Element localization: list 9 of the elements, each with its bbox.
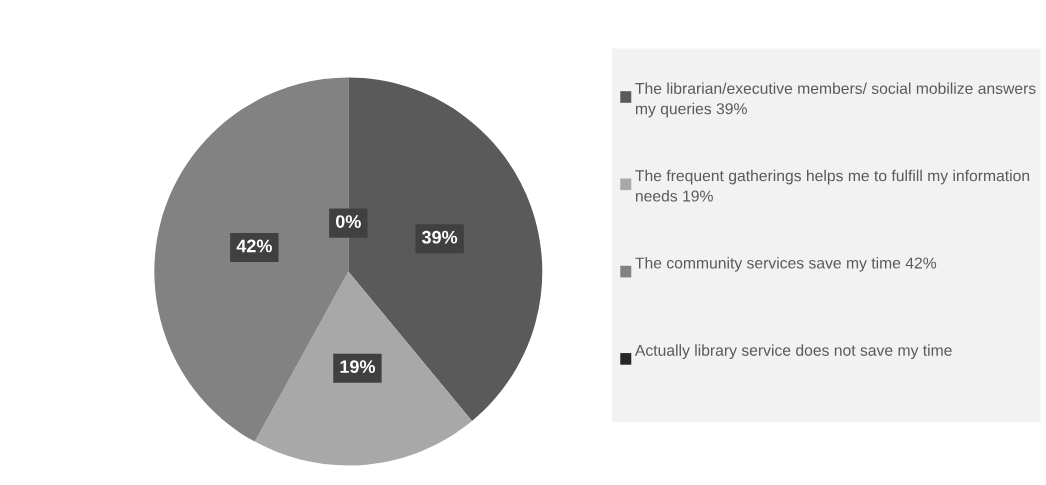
data-label: 19% xyxy=(340,360,376,374)
legend-label: Actually library service does not save my time xyxy=(634,344,952,359)
text: 0% xyxy=(335,215,361,228)
legend-label: The librarian/executive members/ social mobilize answers my queries 39% xyxy=(635,82,1036,118)
legend-label: The frequent gatherings helps me to fulfill my information needs 19% xyxy=(635,169,1030,202)
data-label: 39% xyxy=(421,230,458,244)
pie-slice xyxy=(254,271,472,466)
data-label: 42% xyxy=(236,239,272,253)
legend-label: The community services save my time 42% xyxy=(635,257,937,272)
